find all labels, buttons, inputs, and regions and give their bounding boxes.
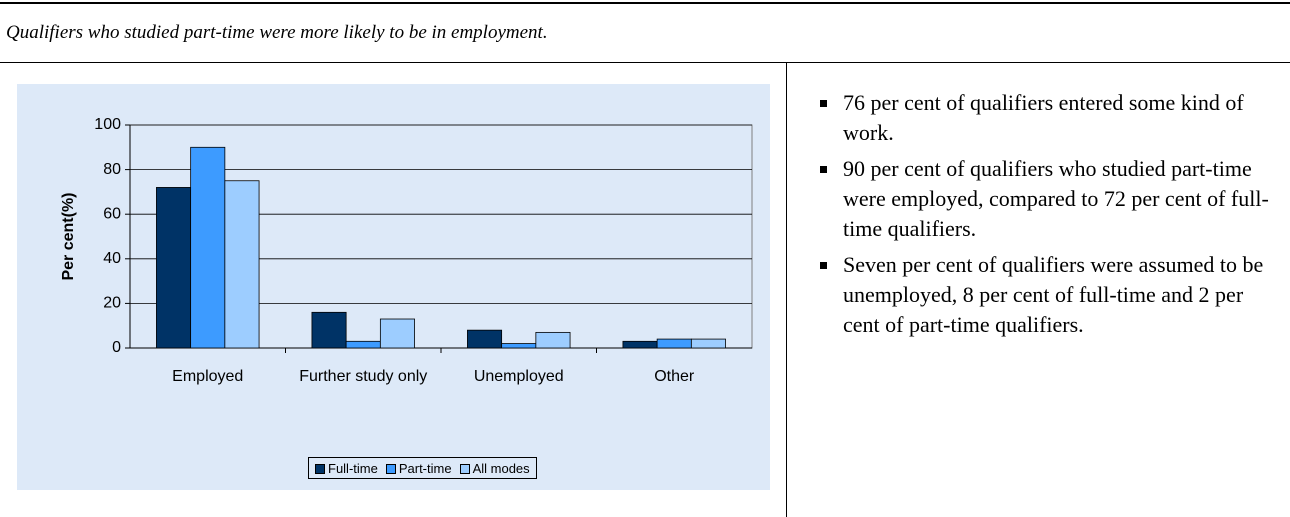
legend-item: Part-time [385,460,452,476]
x-tick-label: Other [654,368,695,385]
chart: 0 20 40 60 80 100 Per cent(%) [60,116,753,356]
bar [224,180,260,349]
column-rule [786,62,787,517]
legend-item: All modes [459,460,530,476]
legend-item: Full-time [315,461,378,476]
bullet: 90 per cent of qualifiers who studied pa… [818,154,1278,244]
bar [656,338,692,349]
bar [379,318,415,349]
y-tick-label: 80 [103,161,121,178]
chart-area: 0 20 40 60 80 100 Per cent(%) Full-time Part-ti… [17,84,770,490]
legend-label: Full-time [328,460,378,476]
bar [311,311,347,349]
legend: Full-time Part-time All modes [308,457,537,479]
bullet: 76 per cent of qualifiers entered some k… [818,88,1278,148]
legend-label: Part-time [398,460,452,476]
x-tick-label: Employed [172,368,244,385]
y-tick-label: 20 [103,295,121,312]
legend-swatch [459,464,470,475]
bar [190,146,226,349]
top-rule [0,2,1290,4]
caption-rule [0,62,1290,63]
x-tick-label: Further study only [299,368,428,385]
legend-swatch [315,464,325,475]
bar [501,343,537,349]
y-tick-label: 0 [112,339,121,356]
bar [156,187,192,349]
bar [690,338,726,349]
caption: Qualifiers who studied part-time were mo… [6,22,548,43]
bullet-list: 76 per cent of qualifiers entered some k… [818,88,1278,346]
y-axis-label: Per cent(%) [60,192,77,280]
y-tick-label: 100 [94,116,121,133]
legend-swatch [385,464,396,475]
legend-label: All modes [472,460,530,476]
y-tick-label: 60 [103,205,121,222]
bar [345,340,381,349]
y-tick-label: 40 [103,250,121,267]
bar [622,340,658,349]
bar [467,329,503,349]
x-tick-label: Unemployed [473,368,564,385]
bullet: Seven per cent of qualifiers were assume… [818,250,1278,340]
bar [535,331,571,349]
